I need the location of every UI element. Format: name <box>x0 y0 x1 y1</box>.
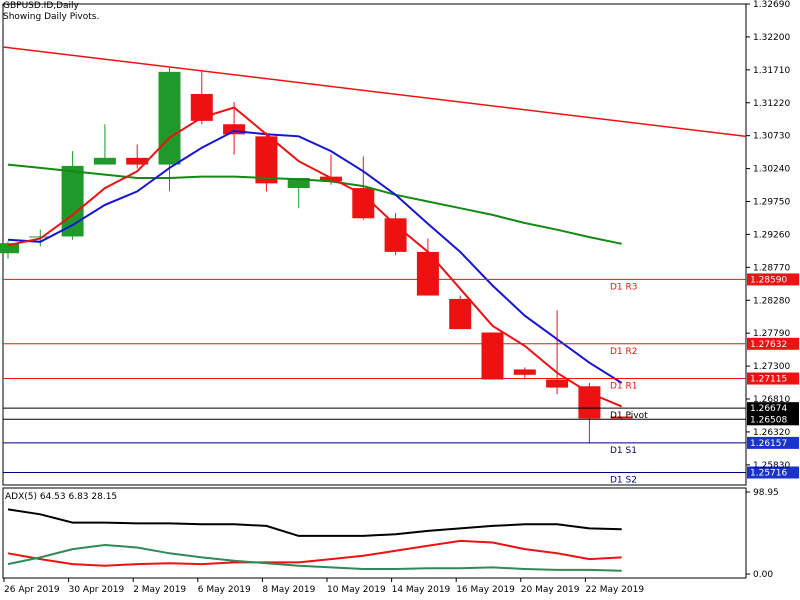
candle-bear <box>255 136 278 184</box>
price-tag-label: 1.26508 <box>750 415 787 425</box>
x-tick-label: 14 May 2019 <box>392 585 451 595</box>
candle-bull <box>93 157 116 165</box>
candle-bear <box>546 379 569 388</box>
ma-mid-line <box>7 129 623 384</box>
adx-plot-frame <box>2 487 747 579</box>
price-tag <box>747 413 799 426</box>
x-tick-label: 22 May 2019 <box>585 585 644 595</box>
adx-series-line <box>7 508 622 537</box>
adx-y-tick-label: 0.00 <box>753 570 773 580</box>
candle-bear <box>126 157 149 165</box>
price-tag-label: 1.27115 <box>750 375 787 385</box>
y-tick-label: 1.29750 <box>753 198 790 208</box>
adx-y-tick-label: 98.95 <box>753 488 779 498</box>
y-tick-label: 1.31220 <box>753 99 790 109</box>
y-tick-label: 1.26810 <box>753 395 790 405</box>
y-tick-label: 1.27300 <box>753 362 790 372</box>
price-tag-label: 1.26157 <box>750 439 787 449</box>
pivot-label: D1 S2 <box>610 476 637 486</box>
candle-bear <box>513 369 536 375</box>
y-tick-label: 1.31710 <box>753 66 790 76</box>
x-tick-label: 6 May 2019 <box>198 585 251 595</box>
y-tick-label: 1.30730 <box>753 132 790 142</box>
y-tick-label: 1.26320 <box>753 428 790 438</box>
pivot-label: D1 R2 <box>610 347 638 357</box>
y-tick-label: 1.28770 <box>753 263 790 273</box>
x-tick-label: 20 May 2019 <box>521 585 580 595</box>
symbol-title: GBPUSD.ID,Daily <box>3 1 79 11</box>
candle-bear <box>610 416 633 419</box>
y-tick-label: 1.29260 <box>753 230 790 240</box>
price-tag <box>747 466 799 479</box>
price-tag <box>747 273 799 286</box>
x-tick-label: 26 Apr 2019 <box>4 585 60 595</box>
x-tick-label: 30 Apr 2019 <box>69 585 125 595</box>
ma-fast-line <box>7 106 623 408</box>
candle-bear <box>352 188 375 219</box>
pivot-label: D1 R3 <box>610 282 638 292</box>
x-tick-label: 16 May 2019 <box>456 585 515 595</box>
candle-bear <box>578 386 601 419</box>
candle-bear <box>416 251 439 296</box>
adx-series-line <box>7 543 622 572</box>
adx-title: ADX(5) 64.53 6.83 28.15 <box>5 492 117 502</box>
price-tag <box>747 402 799 415</box>
candle-bear <box>223 124 246 135</box>
price-tag-label: 1.28590 <box>750 275 787 285</box>
ma-slow-line <box>7 163 622 245</box>
candle-bull <box>29 236 52 238</box>
price-tag <box>747 436 799 449</box>
adx-series-line <box>7 539 622 567</box>
pivot-label: D1 Pivot <box>610 411 648 421</box>
price-tag-label: 1.27632 <box>750 340 787 350</box>
pivots-note: Showing Daily Pivots. <box>3 12 100 22</box>
pivot-label: D1 S1 <box>610 446 637 456</box>
candle-bull <box>158 71 181 165</box>
x-tick-label: 10 May 2019 <box>327 585 386 595</box>
candle-bull <box>0 243 19 254</box>
candle-bull <box>287 177 310 189</box>
x-tick-label: 8 May 2019 <box>262 585 315 595</box>
trendline <box>2 46 747 138</box>
price-tag <box>747 337 799 350</box>
y-tick-label: 1.30240 <box>753 165 790 175</box>
y-tick-label: 1.28280 <box>753 296 790 306</box>
y-tick-label: 1.27790 <box>753 329 790 339</box>
price-tag-label: 1.25716 <box>750 469 787 479</box>
pivot-label: D1 R1 <box>610 382 638 392</box>
candle-bear <box>190 94 213 121</box>
price-tag <box>747 372 799 385</box>
y-tick-label: 1.25830 <box>753 461 790 471</box>
candle-bear <box>449 298 472 330</box>
candle-bear <box>384 218 407 252</box>
price-tag-label: 1.26674 <box>750 404 787 414</box>
candle-bear <box>481 332 504 380</box>
x-tick-label: 2 May 2019 <box>133 585 186 595</box>
y-tick-label: 1.32200 <box>753 33 790 43</box>
y-tick-label: 1.32690 <box>753 0 790 10</box>
